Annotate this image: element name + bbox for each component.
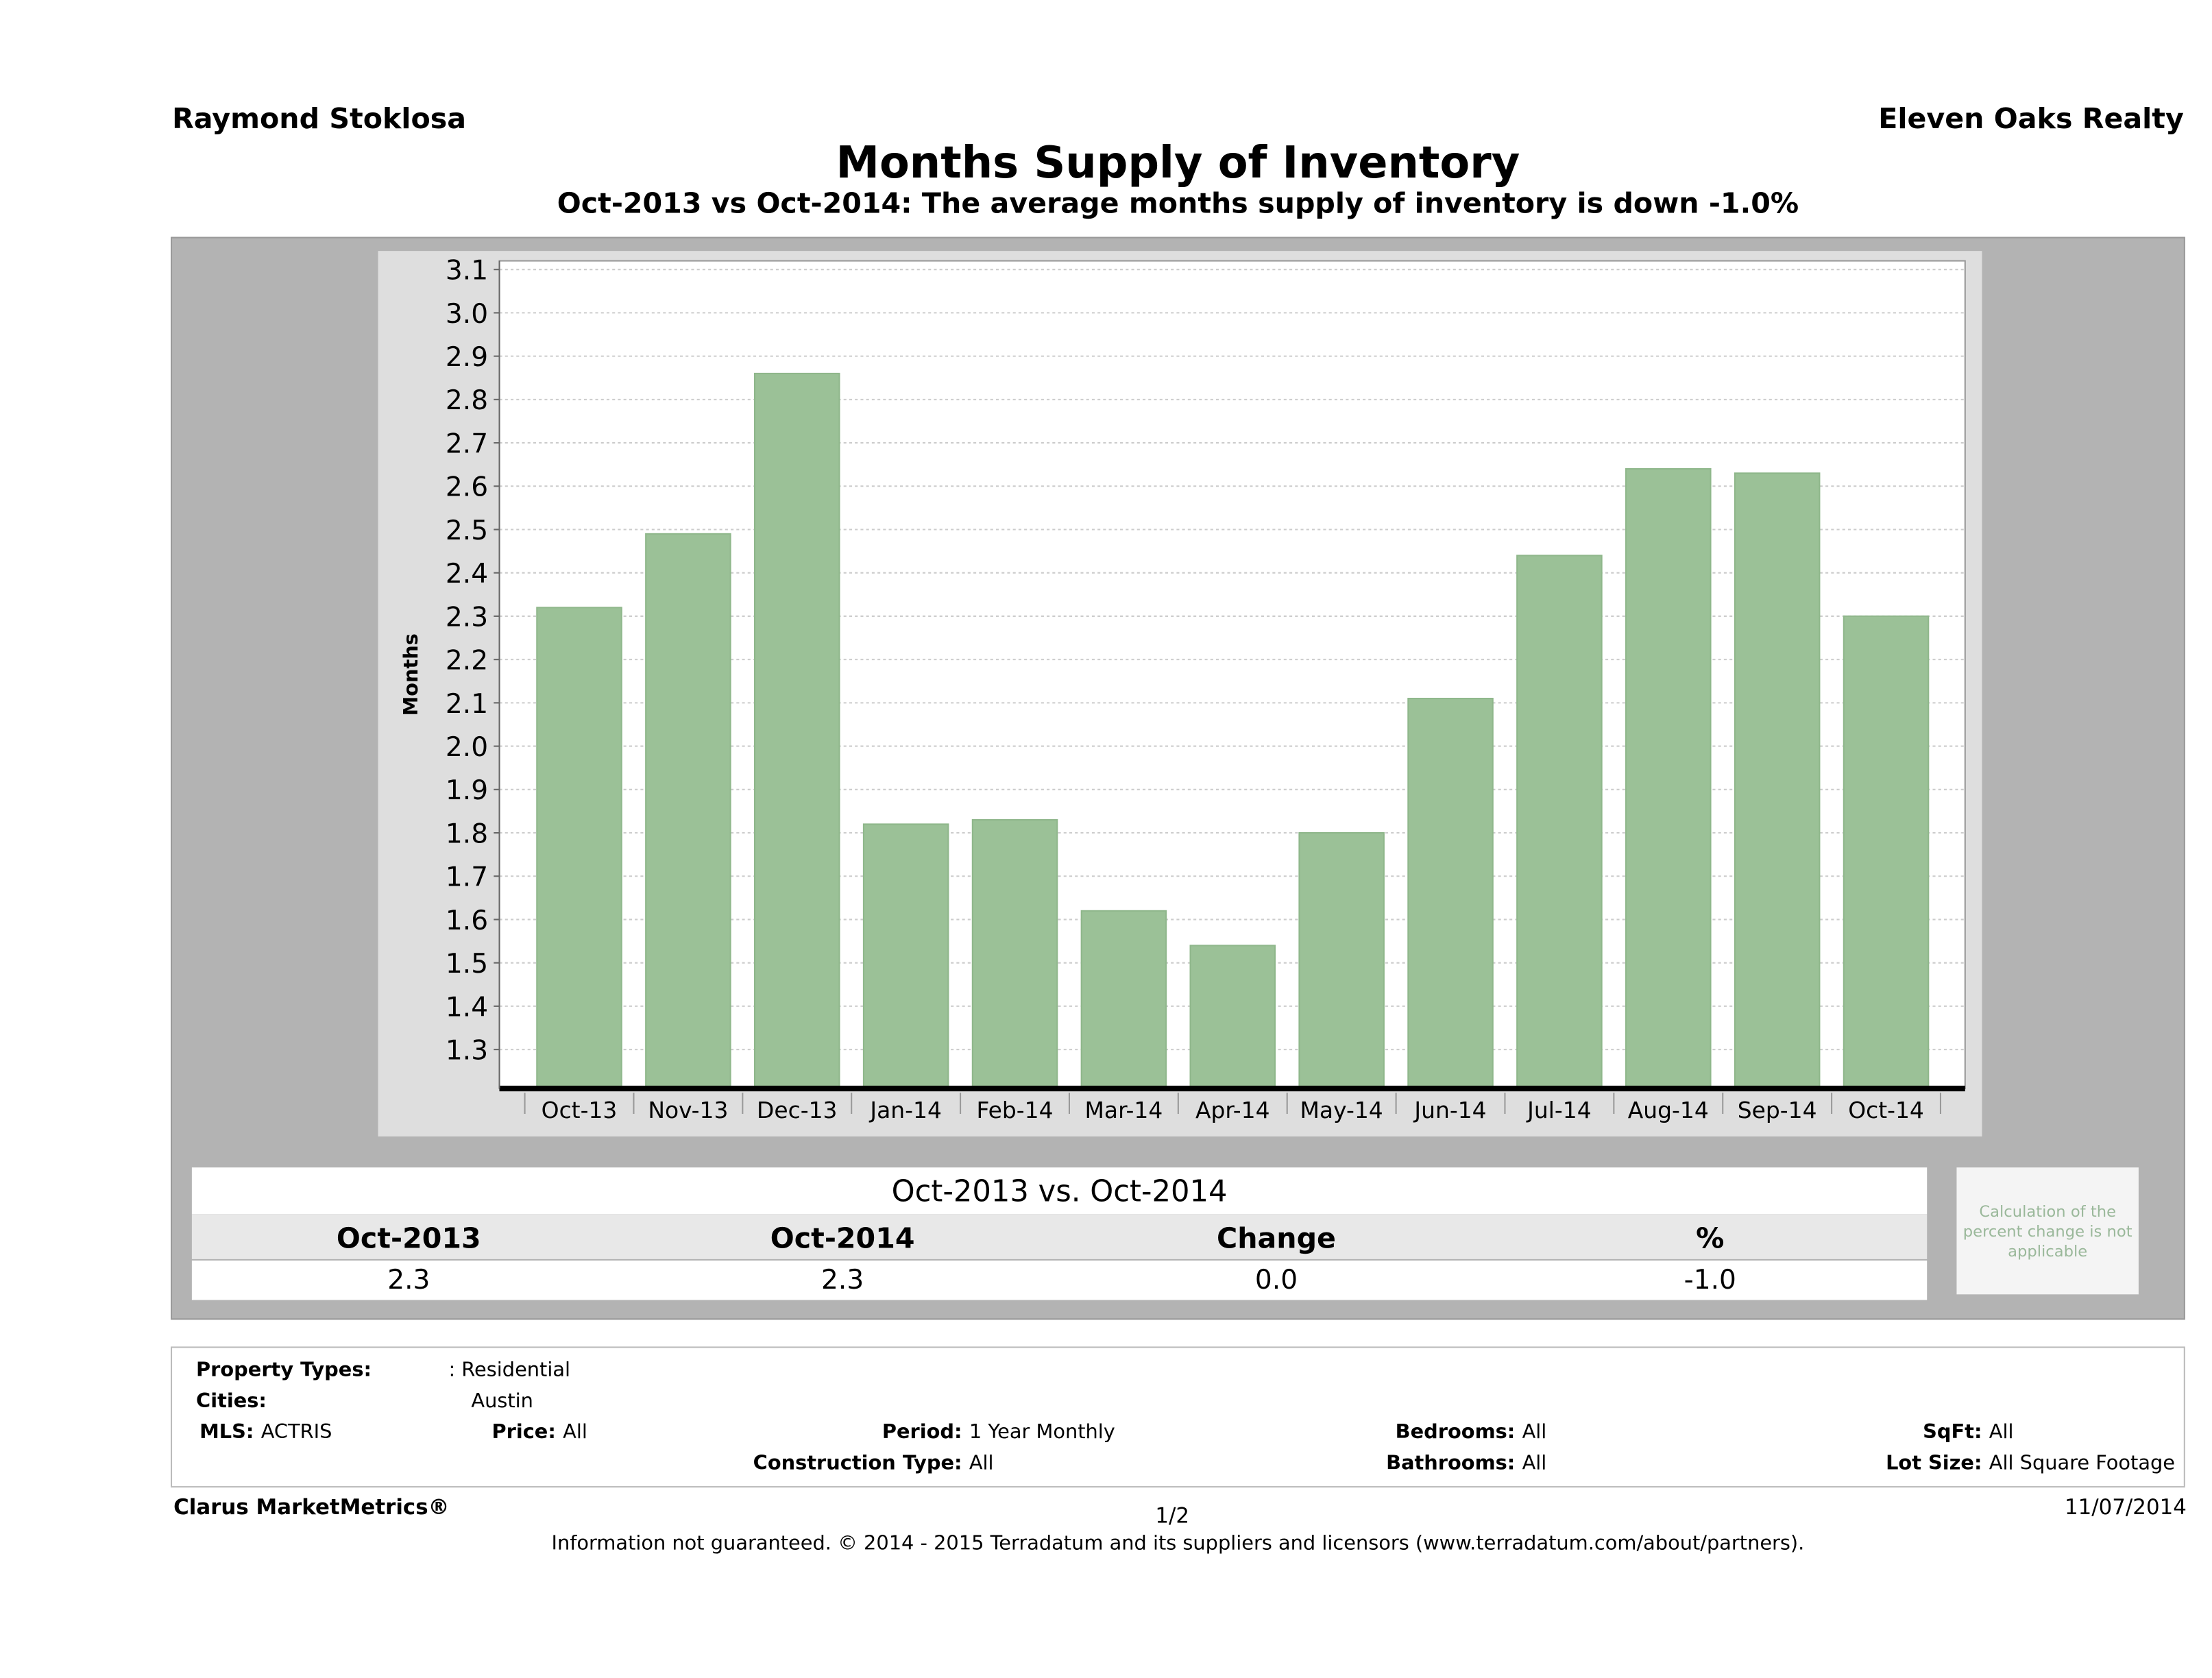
bar <box>645 533 731 1090</box>
comparison-table: Oct-2013 vs. Oct-2014 Oct-2013 Oct-2014 … <box>191 1167 1928 1300</box>
filter-label: Cities: <box>196 1390 267 1413</box>
chart-subtitle: Oct-2013 vs Oct-2014: The average months… <box>557 186 1799 220</box>
filter-mls: MLS: ACTRIS <box>199 1421 332 1444</box>
y-tick-label: 2.9 <box>446 342 488 373</box>
filter-value: All <box>1522 1452 1547 1475</box>
bar <box>1734 472 1821 1090</box>
report-date: 11/07/2014 <box>2064 1494 2187 1520</box>
filter-value: All <box>1989 1421 2014 1444</box>
filter-value: 1 Year Monthly <box>969 1421 1115 1444</box>
filter-label: Property Types: <box>196 1359 372 1382</box>
bar-chart: 1.3 1.4 1.5 1.6 1.7 1.8 1.9 2.0 2.1 2.2 2.3 2.4 2.5 2… <box>399 256 1966 1123</box>
y-tick-label: 1.6 <box>446 905 488 936</box>
bar <box>1516 555 1603 1090</box>
x-tick-label: Jul-14 <box>1526 1097 1591 1123</box>
filter-label: Bathrooms: <box>1386 1452 1516 1475</box>
col-header: Oct-2013 <box>336 1221 481 1255</box>
bar <box>1189 945 1276 1090</box>
disclaimer: Information not guaranteed. © 2014 - 201… <box>551 1532 1805 1555</box>
filter-value: : Residential <box>448 1359 571 1382</box>
y-tick-label: 3.0 <box>446 299 488 330</box>
y-tick-label: 1.8 <box>446 818 488 849</box>
x-tick-label: Oct-14 <box>1848 1097 1924 1123</box>
filter-price: Price: All <box>492 1421 587 1444</box>
filter-bedrooms: Bedrooms: All <box>1396 1421 1547 1444</box>
y-tick-label: 2.5 <box>446 515 488 546</box>
value-cell: -1.0 <box>1684 1265 1736 1296</box>
x-tick-label: May-14 <box>1300 1097 1383 1123</box>
filter-sqft: SqFt: All <box>1923 1421 2014 1444</box>
filter-label: MLS: <box>199 1421 254 1444</box>
x-tick-label: Jan-14 <box>868 1097 942 1123</box>
filter-label: Bedrooms: <box>1395 1421 1516 1444</box>
y-tick-label: 2.6 <box>446 472 488 503</box>
y-tick-label: 2.0 <box>446 732 488 763</box>
bar <box>1843 615 1930 1090</box>
chart-title: Months Supply of Inventory <box>836 138 1520 189</box>
bar <box>1298 831 1385 1090</box>
y-tick-label: 1.4 <box>446 992 488 1023</box>
value-cell: 2.3 <box>821 1265 864 1296</box>
value-cell: 2.3 <box>387 1265 430 1296</box>
chart-area: 1.3 1.4 1.5 1.6 1.7 1.8 1.9 2.0 2.1 2.2 2.3 2.4 2.5 2… <box>378 251 1982 1136</box>
col-header: Change <box>1216 1221 1336 1255</box>
filter-period: Period: 1 Year Monthly <box>882 1421 1115 1444</box>
percent-note: Calculation of the percent change is not… <box>1956 1167 2139 1295</box>
filter-bathrooms: Bathrooms: All <box>1386 1452 1547 1475</box>
filter-construction: Construction Type: All <box>753 1452 994 1475</box>
bar <box>754 372 840 1090</box>
filter-label: Price: <box>491 1421 556 1444</box>
x-tick-label: Aug-14 <box>1628 1097 1709 1123</box>
agent-name: Raymond Stoklosa <box>172 101 467 136</box>
y-tick-label: 2.1 <box>446 689 488 720</box>
x-tick-label: Oct-13 <box>542 1097 618 1123</box>
y-tick-label: 2.8 <box>446 385 488 416</box>
filter-label: SqFt: <box>1923 1421 1982 1444</box>
filter-value: ACTRIS <box>260 1421 332 1444</box>
y-tick-label: 2.2 <box>446 646 488 677</box>
x-tick-label: Feb-14 <box>977 1097 1054 1123</box>
bar <box>971 819 1058 1090</box>
x-tick-label: Mar-14 <box>1085 1097 1163 1123</box>
col-header: % <box>1696 1221 1725 1255</box>
filter-panel: Property Types: : Residential Cities: Au… <box>171 1346 2185 1488</box>
x-tick-label: Nov-13 <box>648 1097 728 1123</box>
y-tick-label: 2.7 <box>446 428 488 459</box>
y-tick-label: 2.4 <box>446 559 488 589</box>
bar <box>1407 698 1494 1090</box>
col-header: Oct-2014 <box>770 1221 915 1255</box>
company-name: Eleven Oaks Realty <box>1878 101 2184 136</box>
y-tick-label: 1.9 <box>446 775 488 806</box>
value-cell: 0.0 <box>1254 1265 1298 1296</box>
x-tick-label: Apr-14 <box>1195 1097 1270 1123</box>
filter-label: Construction Type: <box>753 1452 962 1475</box>
filter-label: Period: <box>882 1421 962 1444</box>
brand-name: Clarus MarketMetrics® <box>173 1494 450 1520</box>
filter-value: All <box>563 1421 587 1444</box>
x-tick-label: Jun-14 <box>1413 1097 1486 1123</box>
page-number: 1/2 <box>1155 1503 1190 1529</box>
filter-value: Austin <box>471 1390 533 1413</box>
bar <box>536 607 622 1090</box>
y-tick-label: 1.5 <box>446 949 488 980</box>
filter-value: All Square Footage <box>1989 1452 2176 1475</box>
y-tick-label: 1.7 <box>446 862 488 893</box>
x-tick-label: Dec-13 <box>757 1097 837 1123</box>
filter-value: All <box>969 1452 994 1475</box>
comparison-title: Oct-2013 vs. Oct-2014 <box>891 1174 1228 1208</box>
filter-lotsize: Lot Size: All Square Footage <box>1886 1452 2176 1475</box>
y-tick-label: 2.3 <box>446 602 488 633</box>
filter-value: All <box>1522 1421 1547 1444</box>
bar <box>1625 467 1712 1090</box>
y-tick-label: 3.1 <box>446 256 488 287</box>
x-tick-label: Sep-14 <box>1738 1097 1817 1123</box>
bar <box>862 823 949 1090</box>
y-axis-label: Months <box>399 633 422 716</box>
bar <box>1080 910 1167 1090</box>
filter-label: Lot Size: <box>1886 1452 1982 1475</box>
y-tick-label: 1.3 <box>446 1036 488 1067</box>
